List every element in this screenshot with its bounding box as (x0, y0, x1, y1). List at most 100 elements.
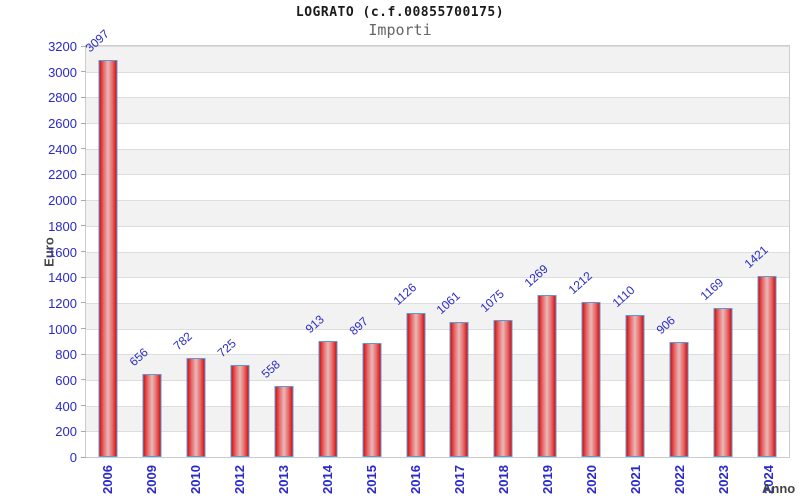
y-tick-mark (81, 199, 86, 201)
y-tick-mark (81, 379, 86, 381)
bar-value-label: 782 (170, 328, 195, 353)
y-tick-label: 2800 (48, 90, 77, 106)
x-tick-slot: 2020 (570, 459, 614, 499)
bar (625, 315, 645, 457)
grid-stripe (86, 97, 789, 124)
grid-stripe (86, 302, 789, 329)
bar-slot: 1126 (390, 46, 438, 457)
bar-value-label: 656 (126, 344, 151, 369)
x-tick-slot: 2017 (438, 459, 482, 499)
bar (713, 307, 733, 457)
grid-stripe (86, 71, 789, 98)
bar-slot: 1421 (741, 46, 789, 457)
bar-slot: 1169 (697, 46, 745, 457)
bar-value-label: 1110 (609, 283, 638, 311)
y-tick-label: 1400 (48, 270, 77, 286)
grid-stripe (86, 200, 789, 226)
y-tick-label: 800 (55, 347, 77, 363)
y-tick-label: 400 (55, 398, 77, 414)
y-tick-label: 3200 (48, 39, 77, 54)
y-tick-label: 2400 (48, 141, 77, 157)
y-tick-mark (81, 225, 86, 227)
bar (186, 357, 206, 457)
x-tick-slot: 2013 (261, 459, 305, 499)
bar (230, 364, 250, 457)
bar (406, 313, 426, 457)
x-tick-slot: 2016 (393, 459, 437, 499)
bar-slot: 1075 (478, 46, 525, 457)
grid-stripe (86, 225, 789, 252)
y-tick-mark (81, 173, 86, 175)
y-tick-mark (81, 430, 86, 432)
grid-stripe (86, 46, 789, 72)
x-tick-slot: 2012 (217, 459, 261, 499)
x-tick-label: 2010 (187, 464, 203, 494)
bar (669, 341, 689, 457)
bar-value-label: 1169 (697, 275, 727, 303)
bar-slot: 558 (258, 46, 306, 457)
x-tick-slot: 2015 (349, 459, 393, 499)
chart-title: LOGRATO (c.f.00855700175) (295, 5, 505, 20)
bar-value-label: 558 (258, 357, 283, 382)
x-tick-slot: 2010 (173, 459, 217, 499)
y-tick-label: 1200 (48, 295, 77, 311)
bar (449, 321, 469, 457)
bar-slot: 1110 (609, 46, 657, 457)
bar-slot: 1269 (521, 46, 569, 457)
x-tick-label: 2009 (143, 464, 159, 494)
y-tick-label: 1600 (48, 244, 77, 260)
y-tick-mark (81, 96, 86, 98)
x-tick-slot: 2023 (702, 459, 746, 499)
x-tick-label: 2012 (231, 464, 247, 494)
y-tick-label: 2000 (48, 193, 77, 209)
bar (581, 302, 601, 457)
bar-slot: 725 (214, 46, 262, 457)
y-tick-mark (81, 122, 86, 124)
y-tick-label: 200 (55, 424, 77, 440)
x-tick-slot: 2018 (482, 459, 526, 499)
bar-slot: 906 (653, 46, 701, 457)
bar-value-label: 1421 (741, 242, 771, 271)
y-tick-mark (81, 328, 86, 330)
x-tick-label: 2016 (407, 464, 423, 494)
x-tick-label: 2018 (496, 464, 512, 494)
bar-value-label: 1269 (521, 261, 552, 291)
x-tick-label: 2017 (452, 464, 468, 494)
bar-series: 3097 656 782 725 558 913 897 1126 1061 1075 1269 12… (83, 27, 789, 457)
x-axis-labels: 2006 2009 2010 2012 2013 2014 2015 2016 2017 2018… (85, 459, 790, 499)
bar-slot: 913 (302, 46, 350, 457)
x-tick-label: 2019 (540, 464, 556, 494)
bar-slot: 656 (126, 46, 174, 457)
bar-value-label: 1075 (478, 286, 508, 315)
x-tick-label: 2006 (99, 464, 115, 494)
y-tick-label: 1800 (48, 218, 77, 234)
x-tick-label: 2013 (275, 464, 291, 494)
chart-subtitle: Importi (368, 21, 432, 39)
bar-value-label: 897 (346, 313, 371, 338)
bar-value-label: 1061 (434, 288, 464, 317)
y-tick-mark (81, 148, 86, 150)
x-tick-slot: 2009 (129, 459, 173, 499)
y-tick-mark (81, 45, 86, 47)
y-tick-label: 3000 (48, 64, 77, 80)
bar-value-label: 725 (214, 336, 239, 360)
x-tick-label: 2023 (716, 464, 732, 494)
bar (362, 342, 382, 457)
x-tick-label: 2022 (672, 464, 688, 494)
bar-value-label: 913 (302, 311, 327, 336)
bar-value-label: 906 (653, 312, 679, 337)
bar-slot: 3097 (83, 27, 130, 457)
bar-slot: 1061 (434, 46, 482, 457)
y-tick-mark (81, 251, 86, 252)
bar (274, 386, 294, 457)
bar (98, 60, 118, 457)
y-tick-mark (81, 405, 86, 407)
bar (757, 275, 777, 457)
y-tick-label: 1000 (48, 321, 77, 337)
x-tick-slot: 2014 (305, 459, 349, 499)
x-tick-label: 2021 (628, 464, 644, 494)
bar-slot: 782 (170, 46, 218, 457)
x-tick-slot: 2021 (614, 459, 658, 499)
y-tick-label: 2600 (48, 116, 77, 132)
